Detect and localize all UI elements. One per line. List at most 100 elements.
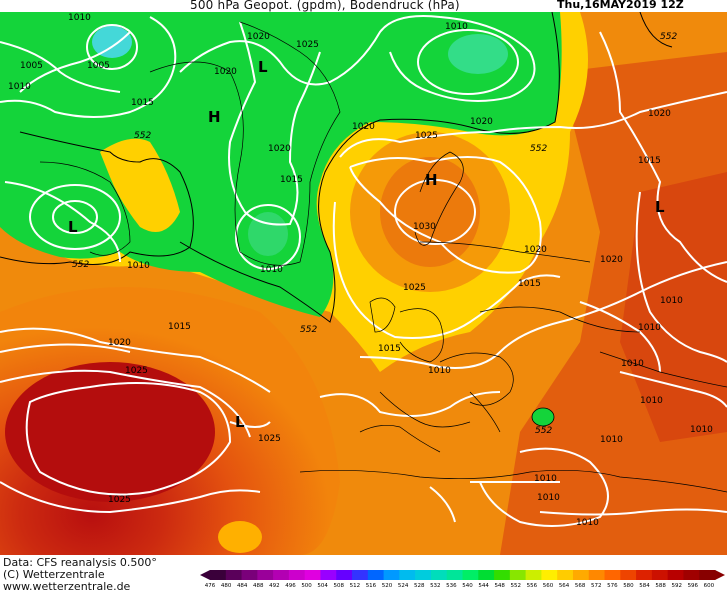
isobar-label: 1030 [413, 222, 436, 232]
legend-swatch [320, 570, 337, 580]
legend-swatch [636, 570, 653, 580]
legend-tick-label: 592 [671, 583, 682, 589]
legend-swatch [572, 570, 590, 580]
legend-tick-label: 560 [542, 583, 554, 589]
legend-swatch [699, 570, 716, 580]
legend-arrow-left [200, 570, 210, 580]
legend-tick-label: 576 [607, 583, 618, 589]
legend-tick-label: 480 [220, 583, 232, 589]
legend-tick-label: 556 [526, 583, 538, 589]
legend-swatch [288, 570, 306, 580]
legend-tick-label: 512 [349, 583, 361, 589]
legend-swatch [509, 570, 527, 580]
legend-tick-label: 528 [413, 583, 425, 589]
legend-tick-label: 596 [687, 583, 699, 589]
legend-tick-label: 536 [446, 583, 457, 589]
legend-tick-label: 516 [365, 583, 377, 589]
contour-552-ne [639, 12, 673, 48]
legend-labels: 476 480 484 488 492 496 500 504 508 512 516 520 524 5… [205, 583, 725, 593]
isobar-label: 1010 [660, 296, 683, 306]
isobar-label: 1010 [600, 435, 623, 445]
legend-tick-label: 484 [236, 583, 248, 589]
geopotential-labels: 552 552 552 552 552 552 [72, 32, 677, 436]
isobar-label: 1010 [690, 425, 713, 435]
legend-tick-label: 552 [510, 583, 522, 589]
website-text: www.wetterzentrale.de [3, 580, 131, 593]
isobar-label: 1025 [125, 366, 148, 376]
legend-swatch [588, 570, 606, 580]
weather-map: 1010 1005 1005 1010 1015 1020 1020 1025 … [0, 12, 727, 555]
low-center-marker: L [68, 218, 78, 236]
legend-tick-label: 524 [397, 583, 409, 589]
isobar-label: 1020 [600, 255, 623, 265]
isobar-label: 1010 [621, 359, 644, 369]
isobar-label: 1020 [108, 338, 131, 348]
low-center-marker: L [258, 58, 268, 76]
legend-tick-label: 580 [623, 583, 634, 589]
legend-tick-label: 572 [591, 583, 602, 589]
isobar-label: 1020 [648, 109, 671, 119]
legend-tick-label: 588 [655, 583, 666, 589]
legend-swatch [478, 570, 495, 580]
data-source-text: Data: CFS reanalysis 0.500° [3, 556, 157, 569]
legend-swatch [304, 570, 321, 580]
legend-tick-label: 496 [285, 583, 296, 589]
legend-tick-label: 504 [317, 583, 328, 589]
pressure-centers: L H L H L L [68, 58, 665, 431]
isobar-label: 1015 [638, 156, 661, 166]
field-east-core [620, 172, 727, 442]
legend-swatch [620, 570, 637, 580]
isobar-label: 1010 [534, 474, 557, 484]
field-southwest-core [5, 362, 215, 502]
legend-swatch [210, 570, 227, 580]
field-yellow-intrusion [100, 138, 180, 232]
coastlines [39, 21, 727, 493]
isobar-label: 1020 [470, 117, 493, 127]
legend-swatch [336, 570, 353, 580]
legend-arrow-right [715, 570, 725, 580]
high-center-marker: H [425, 171, 438, 189]
isobar-label: 1010 [8, 82, 31, 92]
isobar-label: 1015 [280, 175, 303, 185]
isobar-label: 1010 [576, 518, 599, 528]
legend-tick-label: 548 [494, 583, 505, 589]
geopot-label: 552 [660, 32, 677, 42]
legend-tick-label: 508 [333, 583, 345, 589]
legend-swatch [352, 570, 369, 580]
footer: Data: CFS reanalysis 0.500° (C) Wetterze… [0, 555, 727, 593]
legend-tick-label: 488 [253, 583, 264, 589]
legend-swatch [683, 570, 700, 580]
isobar-label: 1020 [214, 67, 237, 77]
legend-tick-label: 600 [703, 583, 715, 589]
legend-swatch [446, 570, 463, 580]
isobar-label: 1010 [640, 396, 663, 406]
isobar-label: 1025 [296, 40, 319, 50]
isobar-label: 1010 [127, 261, 150, 271]
legend-swatch [383, 570, 400, 580]
legend-swatch [525, 570, 542, 580]
isobar-label: 1015 [131, 98, 154, 108]
isobar-label: 1020 [524, 245, 547, 255]
isobars [0, 15, 727, 527]
legend-swatch [494, 570, 511, 580]
legend-tick-label: 492 [269, 583, 280, 589]
high-center-marker: H [208, 108, 221, 126]
legend-tick-label: 540 [462, 583, 473, 589]
legend-tick-label: 532 [430, 583, 441, 589]
legend-tick-label: 520 [381, 583, 393, 589]
chart-title: 500 hPa Geopot. (gpdm), Bodendruck (hPa) [190, 0, 460, 12]
geopot-label: 552 [535, 426, 552, 436]
copyright-text: (C) Wetterzentrale [3, 568, 105, 581]
title-bar: 500 hPa Geopot. (gpdm), Bodendruck (hPa)… [0, 0, 727, 12]
field-cyan-low-1 [92, 26, 132, 58]
legend-swatch [541, 570, 558, 580]
map-canvas: 1010 1005 1005 1010 1015 1020 1020 1025 … [0, 12, 727, 555]
isobar-label: 1020 [352, 122, 375, 132]
geopot-label: 552 [300, 325, 317, 335]
legend-tick-label: 584 [639, 583, 650, 589]
legend-swatch [604, 570, 621, 580]
legend-swatch [257, 570, 274, 580]
legend-swatch [225, 570, 243, 580]
color-legend [200, 570, 725, 580]
legend-swatch [273, 570, 290, 580]
